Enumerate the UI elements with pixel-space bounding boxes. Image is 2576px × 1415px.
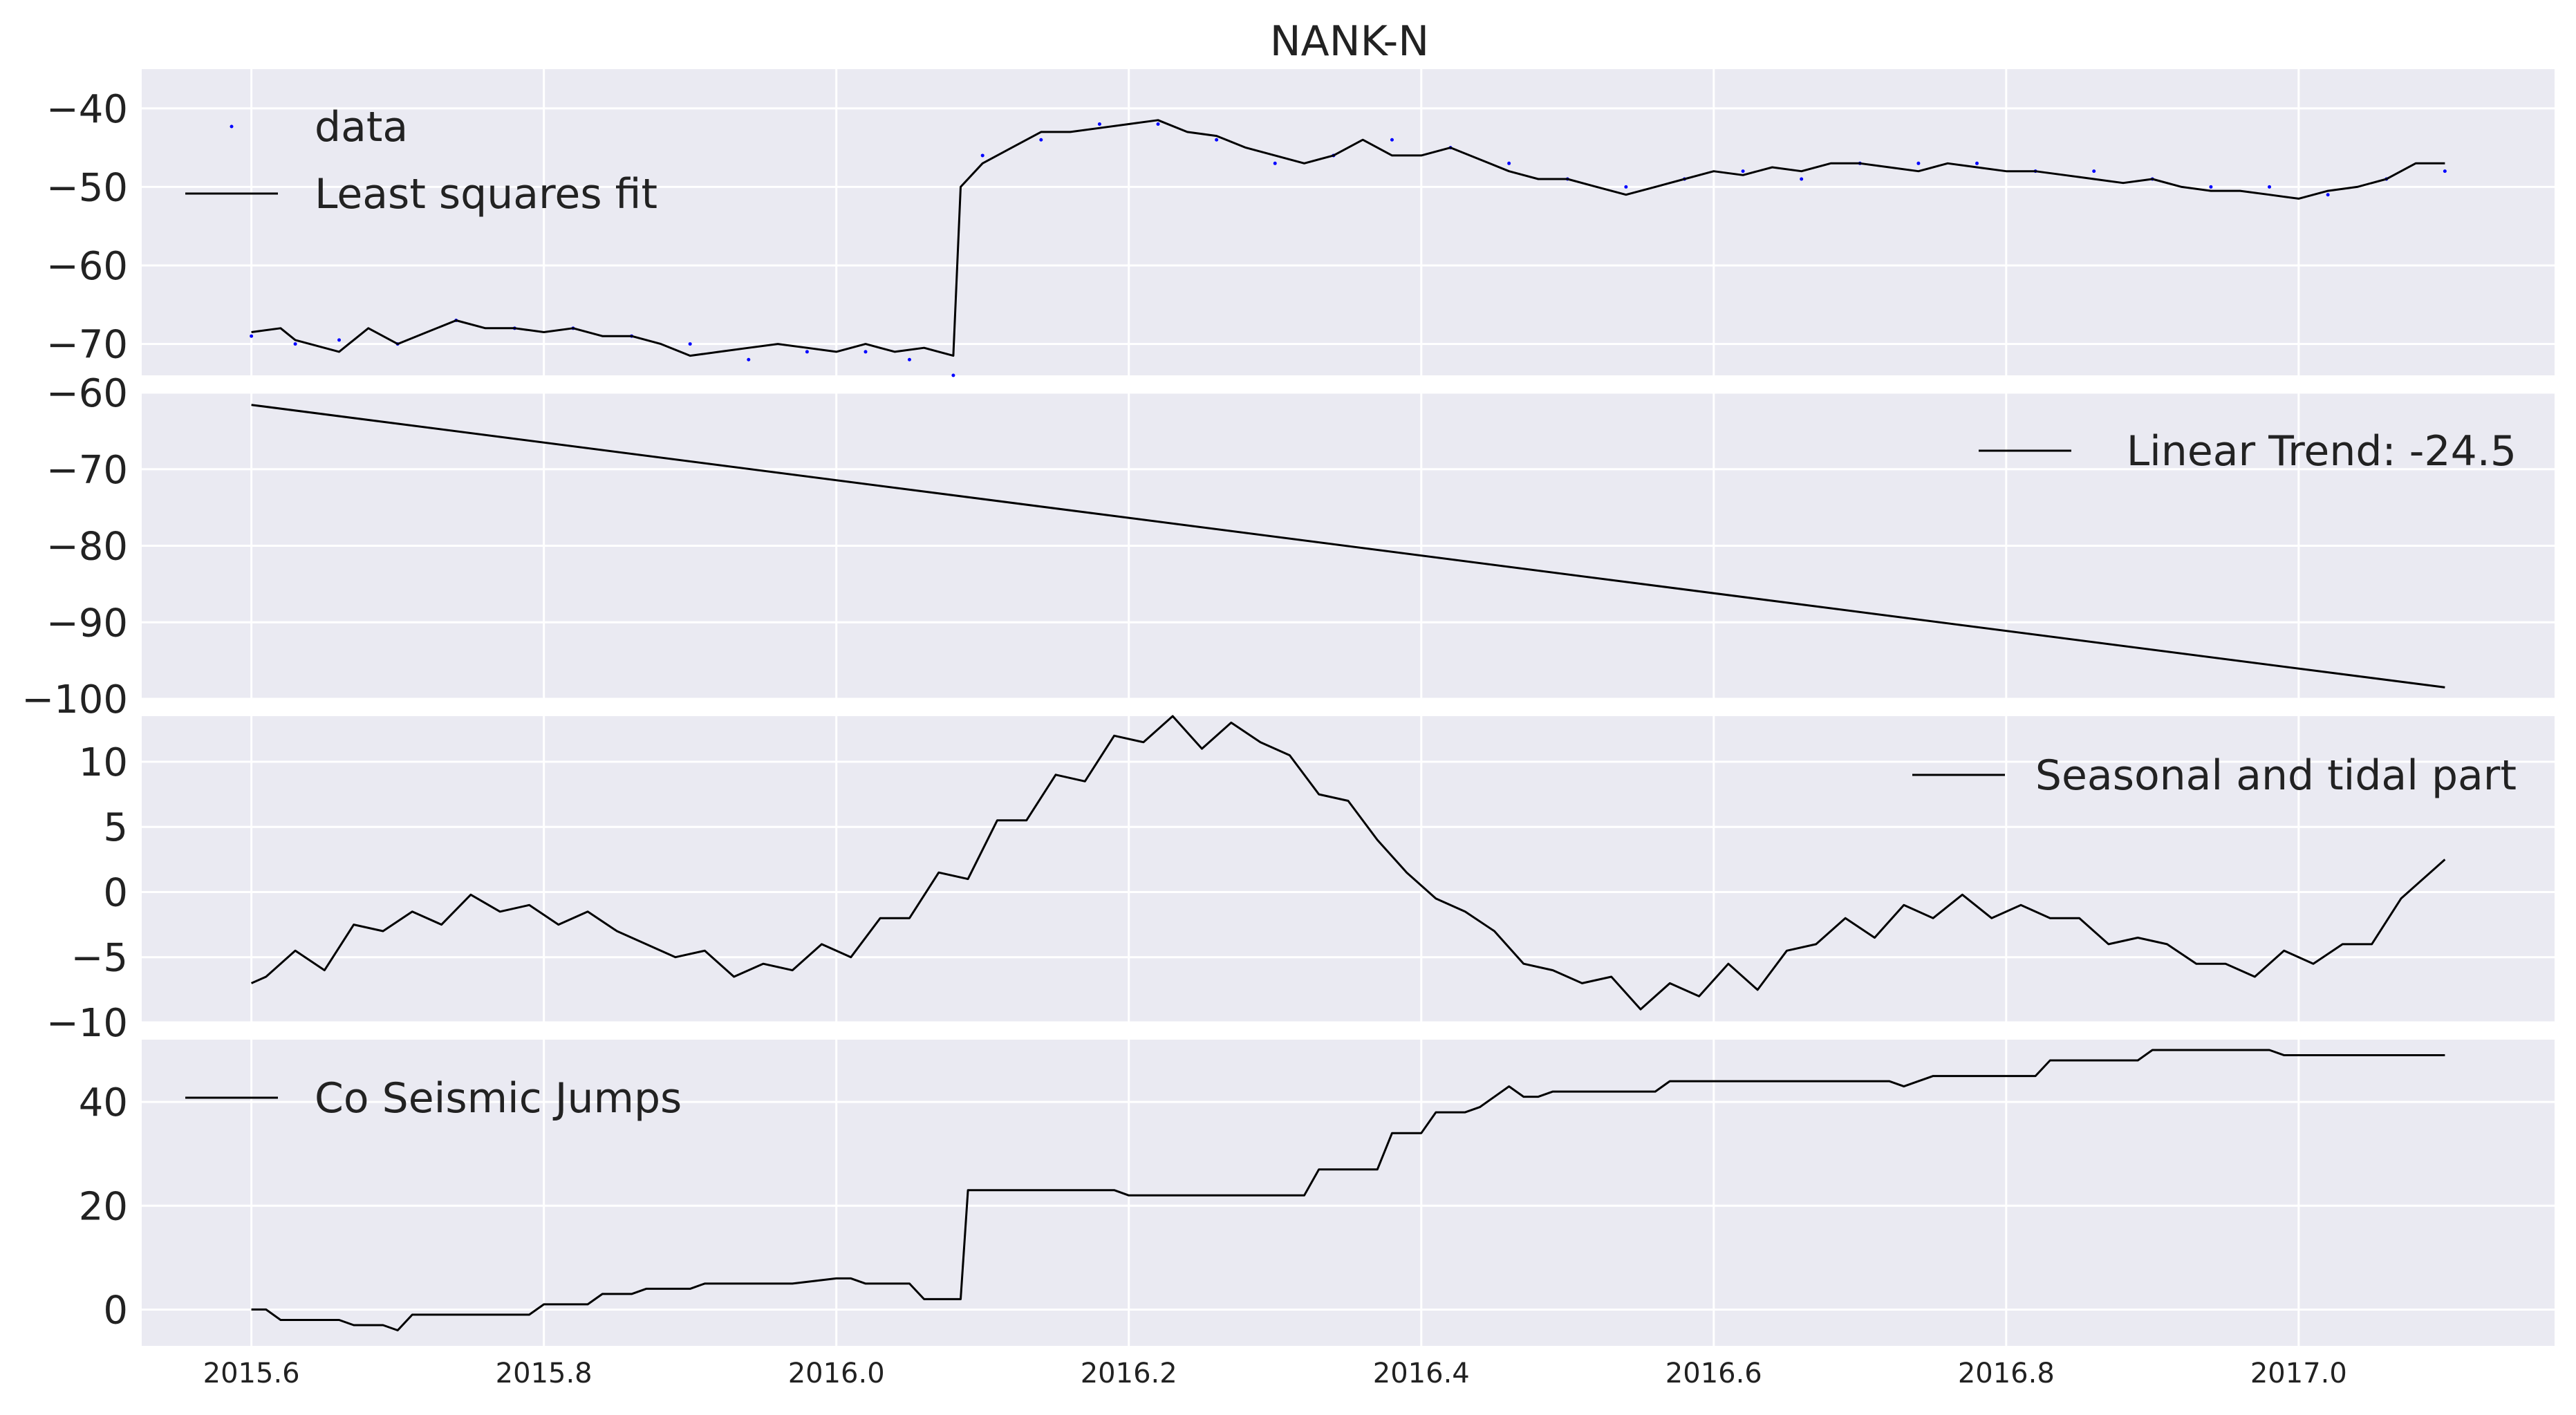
data-point bbox=[1156, 122, 1160, 126]
legend-label-fit: Least squares fit bbox=[315, 170, 657, 218]
data-point bbox=[805, 350, 809, 354]
series-line bbox=[251, 404, 2445, 688]
data-point bbox=[951, 373, 955, 377]
legend-label-jumps: Co Seismic Jumps bbox=[315, 1074, 682, 1123]
panel-least-squares: −40 −50 −60 −70 data Least squares fit bbox=[46, 69, 2555, 377]
data-point bbox=[1215, 138, 1219, 142]
data-point bbox=[980, 153, 984, 158]
data-point bbox=[1800, 177, 1804, 181]
data-point bbox=[1390, 138, 1394, 142]
data-point bbox=[1975, 161, 1979, 165]
data-point bbox=[2443, 169, 2447, 174]
data-point bbox=[1624, 185, 1628, 189]
legend: data Least squares fit bbox=[185, 103, 657, 218]
legend: Linear Trend: -24.5 bbox=[1979, 427, 2517, 476]
y-tick-label: −5 bbox=[71, 936, 128, 981]
y-tick-label: 10 bbox=[79, 740, 128, 785]
data-point bbox=[907, 357, 911, 362]
y-tick-label: −90 bbox=[46, 601, 128, 646]
y-tick-label: −50 bbox=[46, 165, 128, 210]
data-point bbox=[864, 350, 868, 354]
series-line bbox=[251, 1049, 2445, 1331]
legend-marker-data bbox=[230, 124, 234, 129]
x-tick-label: 2017.0 bbox=[2250, 1358, 2347, 1389]
plot-area bbox=[142, 69, 2555, 375]
x-tick-label: 2016.2 bbox=[1081, 1358, 1177, 1389]
data-point bbox=[1507, 161, 1511, 165]
y-tick-label: −100 bbox=[21, 677, 128, 722]
x-tick-label: 2016.0 bbox=[788, 1358, 885, 1389]
chart-title: NANK-N bbox=[1270, 17, 1429, 66]
series-line bbox=[250, 715, 2446, 1011]
x-tick-label: 2016.8 bbox=[1958, 1358, 2055, 1389]
data-point bbox=[1097, 122, 1101, 126]
y-tick-label: 20 bbox=[79, 1184, 128, 1229]
y-tick-label: −60 bbox=[46, 371, 128, 416]
data-point bbox=[2326, 193, 2330, 197]
legend-label-trend: Linear Trend: -24.5 bbox=[2127, 427, 2517, 476]
x-tick-label: 2015.6 bbox=[203, 1358, 300, 1389]
y-tick-label: −40 bbox=[46, 87, 128, 132]
series-line bbox=[251, 119, 2445, 357]
legend: Co Seismic Jumps bbox=[185, 1074, 682, 1123]
data-point bbox=[1741, 169, 1745, 174]
data-point bbox=[293, 342, 297, 346]
y-tick-label: −60 bbox=[46, 244, 128, 289]
data-point bbox=[1273, 161, 1277, 165]
y-tick-label: 40 bbox=[79, 1080, 128, 1125]
data-point bbox=[337, 338, 342, 342]
panel-seasonal: 10 5 0 −5 −10 Seasonal and tidal part bbox=[46, 715, 2555, 1046]
legend: Seasonal and tidal part bbox=[1912, 751, 2517, 800]
y-tick-label: −80 bbox=[46, 525, 128, 570]
data-point bbox=[2268, 185, 2272, 189]
x-tick-label: 2016.4 bbox=[1373, 1358, 1470, 1389]
legend-label-seasonal: Seasonal and tidal part bbox=[2035, 751, 2517, 800]
x-axis-tick-labels: 2015.6 2015.8 2016.0 2016.2 2016.4 2016.6 2016… bbox=[203, 1358, 2347, 1389]
x-tick-label: 2016.6 bbox=[1665, 1358, 1762, 1389]
y-tick-label: −10 bbox=[46, 1001, 128, 1046]
y-tick-label: 0 bbox=[103, 1288, 128, 1333]
x-tick-label: 2015.8 bbox=[496, 1358, 592, 1389]
data-point bbox=[688, 342, 692, 346]
y-tick-label: −70 bbox=[46, 323, 128, 368]
panel-linear-trend: −60 −70 −80 −90 −100 Linear Trend: -24.5 bbox=[21, 371, 2555, 722]
y-tick-label: 5 bbox=[103, 805, 128, 850]
data-point bbox=[1916, 161, 1921, 165]
data-point bbox=[1039, 138, 1043, 142]
data-point bbox=[2209, 185, 2213, 189]
y-tick-label: −70 bbox=[46, 448, 128, 493]
panel-co-seismic: 40 20 0 Co Seismic Jumps bbox=[79, 1040, 2555, 1346]
data-point bbox=[747, 357, 751, 362]
legend-label-data: data bbox=[315, 103, 408, 151]
data-point bbox=[2092, 169, 2096, 174]
data-point bbox=[250, 334, 254, 338]
y-tick-label: 0 bbox=[103, 870, 128, 915]
